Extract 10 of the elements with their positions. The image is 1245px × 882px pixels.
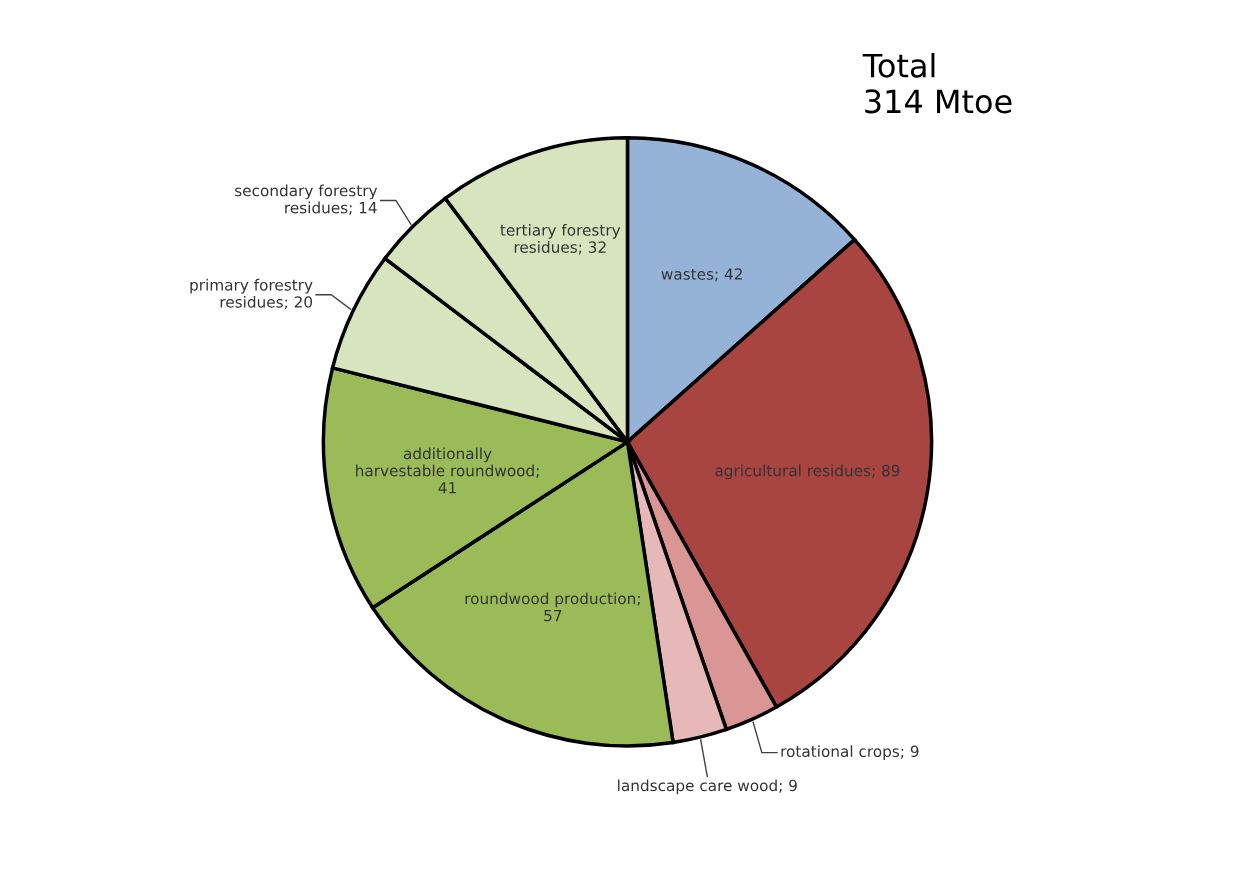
slice-label: rotational crops; 9: [781, 745, 919, 761]
slice-label: roundwood production; 57: [465, 592, 640, 622]
slice-label: wastes; 42: [661, 268, 742, 282]
slice-label: tertiary forestry residues; 32: [500, 223, 621, 255]
text: Total 314 Mtoe: [862, 52, 1012, 114]
slice-label: agricultural residues; 89: [715, 464, 900, 480]
slice-label: landscape care wood; 9: [618, 779, 797, 795]
slice-label: additionally harvestable roundwood; 41: [356, 447, 539, 494]
slice-label: secondary forestry residues; 14: [235, 184, 378, 216]
slice-label: primary forestry residues; 20: [190, 278, 313, 310]
